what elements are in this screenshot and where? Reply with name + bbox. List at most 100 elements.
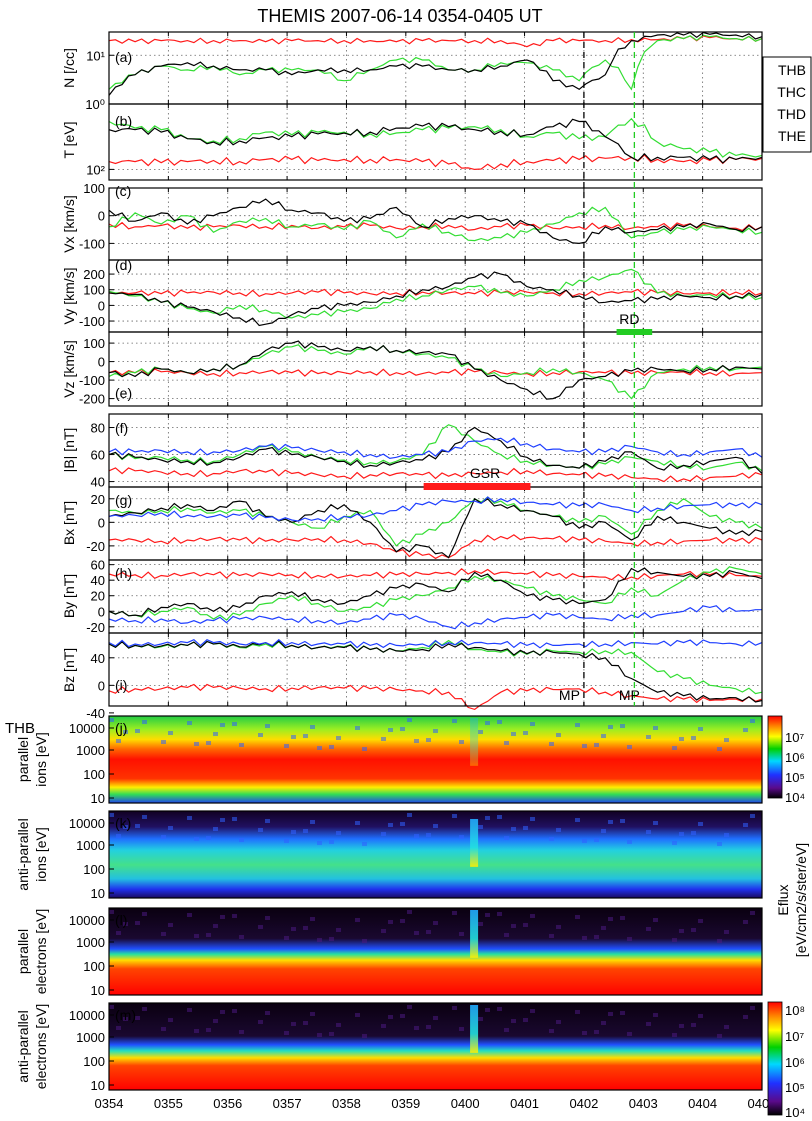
panel-letter: (e) [115,385,132,401]
spectrogram-speckle [627,1032,632,1036]
spectrogram-speckle [750,1006,755,1010]
x-tick-label: 0358 [332,1096,361,1111]
spectrogram-speckle [109,813,114,817]
spectrogram-speckle [161,835,166,839]
rd-interval-bar [616,329,653,335]
spectrogram-speckle [575,723,580,727]
spectrogram-speckle [452,719,457,723]
spectrogram-speckle [679,832,684,836]
spectrogram-speckle [620,819,625,823]
spectrogram-speckle [627,937,632,941]
spectrogram-speckle [355,918,360,922]
spectrogram-speckle [601,1021,606,1025]
x-tick-label: 0403 [629,1096,658,1111]
spectrogram-speckle [724,930,729,934]
y-tick-label: 10000 [69,1008,105,1023]
spectrogram-speckle [497,1007,502,1011]
colorbar-ions-label: 10⁴ [785,790,805,805]
spectrogram-speckle [653,918,658,922]
spectrogram-speckle [220,915,225,919]
x-tick-label: 0355 [154,1096,183,1111]
y-tick-label: 10¹ [86,48,105,63]
spectrogram-speckle [575,1010,580,1014]
spectrogram-speckle [750,814,755,818]
spectrogram-speckle [691,831,696,835]
spectrogram-speckle [258,925,263,929]
colorbar-electrons-bar [767,1001,783,1116]
spectrogram-speckle [310,725,315,729]
series-line-thb [108,568,763,581]
spectrogram-speckle [265,916,270,920]
spectrogram-speckle [679,1024,684,1028]
spectrogram-speckle [291,927,296,931]
spectrogram-speckle [672,938,677,942]
legend: THB THC THD THE [762,56,812,153]
spectrogram-speckle [116,1026,121,1030]
spectrogram-j: 10000 1000 100 10 (j) parallel ions [eV] [15,715,763,806]
spectrogram-speckle [232,1009,237,1013]
y-axis-label: By [nT] [61,574,77,618]
y-tick-label: -100 [79,373,105,388]
spectrogram-speckle [362,747,367,751]
spectrogram-speckle [414,931,419,935]
colorbar-ions-bar [767,715,783,799]
spectrogram-speckle [459,932,464,936]
spectrogram-speckle [388,920,393,924]
y-tick-label: 100 [83,181,105,196]
spectrogram-speckle [109,910,114,914]
spectrogram-speckle [336,928,341,932]
y-tick-label: 40 [91,573,105,588]
spectrogram-speckle [691,736,696,740]
series-line-thc [108,496,763,547]
spectrogram-speckle [426,738,431,742]
panel-letter: (h) [115,565,132,581]
spectrogram-speckle [530,817,535,821]
spectrogram-speckle [653,1013,658,1017]
panel-letter: (f) [115,420,128,436]
spectrogram-speckle [724,1025,729,1029]
gsr-label: GSR [470,465,500,481]
y-tick-label: 0 [98,678,105,693]
spectrogram-speckle [187,1008,192,1012]
spectrogram-speckle [679,737,684,741]
spectrogram-speckle [310,1012,315,1016]
spectrogram-speckle [362,842,367,846]
series-line-thb [108,368,763,378]
spectrogram-speckle [698,919,703,923]
spectrogram-speckle [187,721,192,725]
spectrogram-speckle [220,818,225,822]
spectrogram-speckle [549,837,554,841]
x-tick-label: 0401 [510,1096,539,1111]
event-markers: MP MP RD GSR [423,32,653,706]
spectrogram-speckle [459,1027,464,1031]
spectrogram-speckle [135,729,140,733]
spectrogram-speckle [220,1010,225,1014]
y-axis-label: Vy [km/s] [61,267,77,324]
spectrogram-speckle [504,741,509,745]
spectrogram-speckle [407,813,412,817]
panel-letter: (l) [115,912,127,928]
spectrogram-speckle [265,1011,270,1015]
colorbar-ions-label: 10⁶ [785,750,805,765]
spectrogram-speckle [672,1033,677,1037]
spectrogram-speckle [355,726,360,730]
spectrogram-l: 10000 1000 100 10 (l) parallel electrons [eV] [15,907,763,998]
series-line-thb [108,534,763,560]
spectrogram-speckle [161,932,166,936]
y-tick-label: 100 [83,862,105,877]
spectrogram-speckle [123,1017,128,1021]
spectrogram-speckle [452,911,457,915]
spectrogram-speckle [336,736,341,740]
panel-frame [108,632,763,707]
panel-frame [108,907,763,996]
spectrogram-speckle [400,1014,405,1018]
spectrogram-speckle [303,734,308,738]
series-line-thc [108,424,763,472]
spectrogram-speckle [511,1019,516,1023]
eflux-unit-label: [eV/cm2/s/ster/eV] [793,843,809,957]
y-axis-label: T [eV] [61,121,77,158]
spectrogram-speckle [206,933,211,937]
spectrogram-speckle [187,913,192,917]
